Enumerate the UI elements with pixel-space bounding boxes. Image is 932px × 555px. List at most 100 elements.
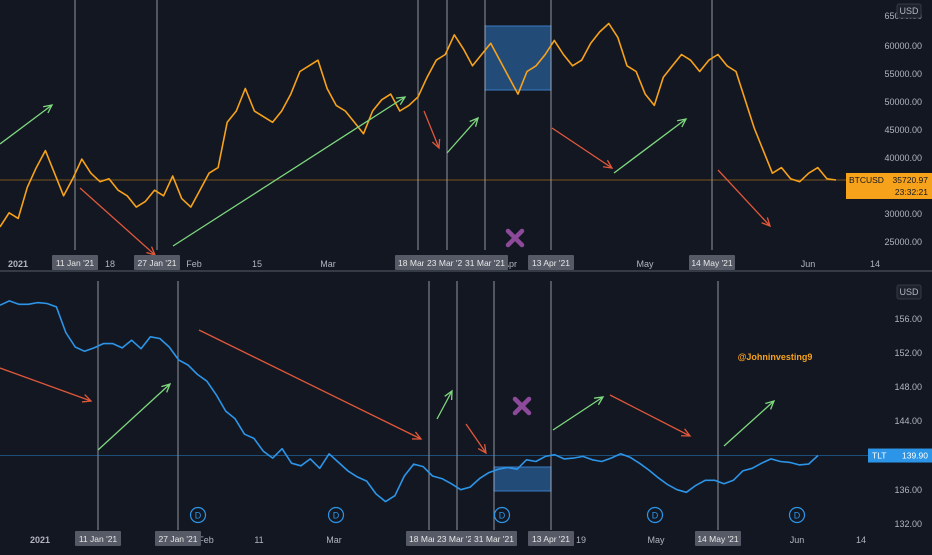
last-price-tag xyxy=(846,172,932,199)
price-tick-label: 152.00 xyxy=(894,348,922,358)
date-label-box xyxy=(134,255,180,270)
date-label-box xyxy=(462,255,508,270)
dividend-marker-label: D xyxy=(499,511,506,521)
date-label-text: 13 Apr '21 xyxy=(532,258,570,268)
dividend-marker xyxy=(493,506,511,524)
date-label-text: 23 Mar '21 xyxy=(437,534,477,544)
x-tick-label: 15 xyxy=(252,259,262,269)
down-arrow-shaft xyxy=(551,127,613,169)
x-tick-label: Feb xyxy=(198,535,214,545)
up-arrow-shaft xyxy=(723,400,775,447)
down-arrow-shaft xyxy=(465,423,487,454)
up-arrow-head xyxy=(677,118,688,128)
watermark-text: @Johninvesting9 xyxy=(738,352,813,362)
last-price-symbol: TLT xyxy=(872,451,886,461)
up-arrow-shaft xyxy=(436,390,453,420)
date-label-box xyxy=(695,531,741,546)
up-arrow-head xyxy=(765,400,776,410)
x-tick-label: May xyxy=(647,535,665,545)
date-label-text: 14 May '21 xyxy=(697,534,739,544)
x-tick-label: 14 xyxy=(870,259,880,269)
btc-price-line xyxy=(0,22,837,228)
down-arrow-shaft xyxy=(0,367,92,402)
date-label-box xyxy=(528,255,574,270)
down-arrow-shaft xyxy=(423,110,440,149)
down-arrow-head xyxy=(477,444,487,455)
price-tick-label: 50000.00 xyxy=(884,97,922,107)
date-label-text: 23 Mar '21 xyxy=(427,258,467,268)
up-arrow-shaft xyxy=(446,117,479,154)
x-tick-label: 18 xyxy=(105,259,115,269)
up-arrow-head xyxy=(43,104,54,114)
up-arrow-shaft xyxy=(172,96,406,247)
down-arrow-head xyxy=(602,159,614,169)
down-arrow-head xyxy=(81,394,93,403)
up-arrow-head xyxy=(161,382,172,393)
down-arrow-shaft xyxy=(79,187,156,256)
date-label-text: 31 Mar '21 xyxy=(465,258,505,268)
currency-badge xyxy=(896,3,922,19)
date-label-text: 13 Apr '21 xyxy=(532,534,570,544)
price-tick-label: 156.00 xyxy=(894,314,922,324)
up-arrow-head xyxy=(395,96,407,106)
up-arrow-head xyxy=(469,116,479,127)
down-arrow-head xyxy=(431,138,441,150)
date-label-box xyxy=(75,531,121,546)
price-tick-label: 148.00 xyxy=(894,382,922,392)
price-tick-label: 25000.00 xyxy=(884,237,922,247)
date-label-text: 11 Jan '21 xyxy=(56,258,95,268)
down-arrow-head xyxy=(680,428,692,437)
cross-marker-stroke xyxy=(512,396,532,416)
x-tick-label: Jun xyxy=(790,535,805,545)
down-arrow-head xyxy=(761,217,772,228)
down-arrow-shaft xyxy=(717,169,771,227)
x-tick-label: Mar xyxy=(320,259,336,269)
date-label-text: 27 Jan '21 xyxy=(138,258,177,268)
x-tick-label: Jun xyxy=(801,259,816,269)
x-tick-label: Mar xyxy=(326,535,342,545)
x-tick-label: 19 xyxy=(576,535,586,545)
x-tick-label: 14 xyxy=(856,535,866,545)
x-tick-label: 2021 xyxy=(30,535,50,545)
dividend-marker-label: D xyxy=(652,511,659,521)
date-label-box xyxy=(471,531,517,546)
dividend-marker xyxy=(788,506,806,524)
last-price-value: 35720.97 xyxy=(893,175,929,185)
date-label-box xyxy=(528,531,574,546)
price-tick-label: 144.00 xyxy=(894,416,922,426)
last-price-symbol: BTCUSD xyxy=(849,175,884,185)
btc-pane: 65000.0060000.0055000.0050000.0045000.00… xyxy=(0,0,932,270)
date-label-text: 18 Mar '21 xyxy=(409,534,449,544)
date-label-text: 31 Mar '21 xyxy=(474,534,514,544)
highlight-box xyxy=(484,25,552,91)
down-arrow-head xyxy=(411,431,423,440)
tlt-pane: 156.00152.00148.00144.00140.00136.00132.… xyxy=(0,281,932,546)
price-tick-label: 60000.00 xyxy=(884,41,922,51)
date-label-box xyxy=(434,531,480,546)
dividend-marker xyxy=(646,506,664,524)
price-tick-label: 40000.00 xyxy=(884,153,922,163)
x-tick-label: Feb xyxy=(186,259,202,269)
dividend-marker-label: D xyxy=(195,511,202,521)
price-tick-label: 45000.00 xyxy=(884,125,922,135)
date-label-box xyxy=(424,255,470,270)
date-label-box xyxy=(155,531,201,546)
currency-badge xyxy=(896,284,922,300)
x-tick-label: Apr xyxy=(503,259,517,269)
date-label-text: 18 Mar '21 xyxy=(398,258,438,268)
cross-marker-stroke xyxy=(505,228,525,248)
up-arrow-shaft xyxy=(613,118,687,174)
date-label-box xyxy=(52,255,98,270)
up-arrow-head xyxy=(444,389,453,401)
date-label-text: 27 Jan '21 xyxy=(159,534,198,544)
x-tick-label: 11 xyxy=(254,535,263,545)
highlight-box xyxy=(493,466,552,492)
last-price-value: 139.90 xyxy=(902,451,928,461)
currency-label: USD xyxy=(899,287,919,297)
price-tick-label: 55000.00 xyxy=(884,69,922,79)
tlt-price-line xyxy=(0,300,819,503)
